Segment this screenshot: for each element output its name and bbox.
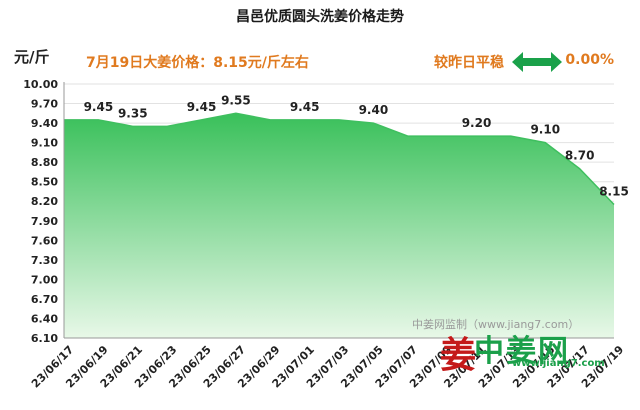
data-label: 9.35: [118, 106, 148, 120]
data-label: 9.10: [530, 123, 560, 137]
y-tick-label: 7.00: [31, 273, 58, 286]
change-percent: 0.00%: [565, 52, 614, 68]
logo-mark: 姜: [440, 334, 477, 376]
data-label: 9.45: [290, 100, 320, 114]
y-tick-label: 6.10: [31, 332, 58, 345]
data-label: 9.40: [359, 103, 389, 117]
y-tick-label: 7.30: [31, 254, 58, 267]
watermark: 中姜网监制（www.jiang7.com）: [412, 318, 580, 331]
y-tick-label: 10.00: [23, 78, 58, 91]
y-tick-label: 7.60: [31, 234, 58, 247]
price-annotation: 7月19日大姜价格：8.15元/斤左右: [86, 55, 309, 71]
area-fill: [64, 113, 614, 338]
data-label: 9.55: [221, 93, 251, 107]
data-label: 9.45: [187, 100, 217, 114]
data-label: 9.45: [84, 100, 114, 114]
y-tick-label: 8.80: [31, 156, 58, 169]
chart-title: 昌邑优质圆头洗姜价格走势: [236, 9, 404, 25]
data-label: 8.15: [599, 184, 629, 198]
y-tick-label: 9.10: [31, 137, 58, 150]
data-label: 8.70: [565, 149, 595, 163]
y-tick-label: 6.40: [31, 312, 58, 325]
trend-annotation: 较昨日平稳: [434, 55, 504, 71]
double-arrow-icon: [512, 52, 562, 72]
y-tick-label: 9.40: [31, 117, 58, 130]
data-label: 9.20: [462, 116, 492, 130]
y-tick-label: 8.20: [31, 195, 58, 208]
logo-text: 中姜网: [474, 334, 570, 369]
y-tick-label: 7.90: [31, 215, 58, 228]
y-axis-label: 元/斤: [14, 48, 50, 66]
y-tick-label: 9.70: [31, 98, 58, 111]
y-tick-label: 6.70: [31, 293, 58, 306]
series-line: [64, 112, 615, 206]
y-tick-label: 8.50: [31, 176, 58, 189]
logo-url: www.jiang7.com: [512, 358, 605, 369]
